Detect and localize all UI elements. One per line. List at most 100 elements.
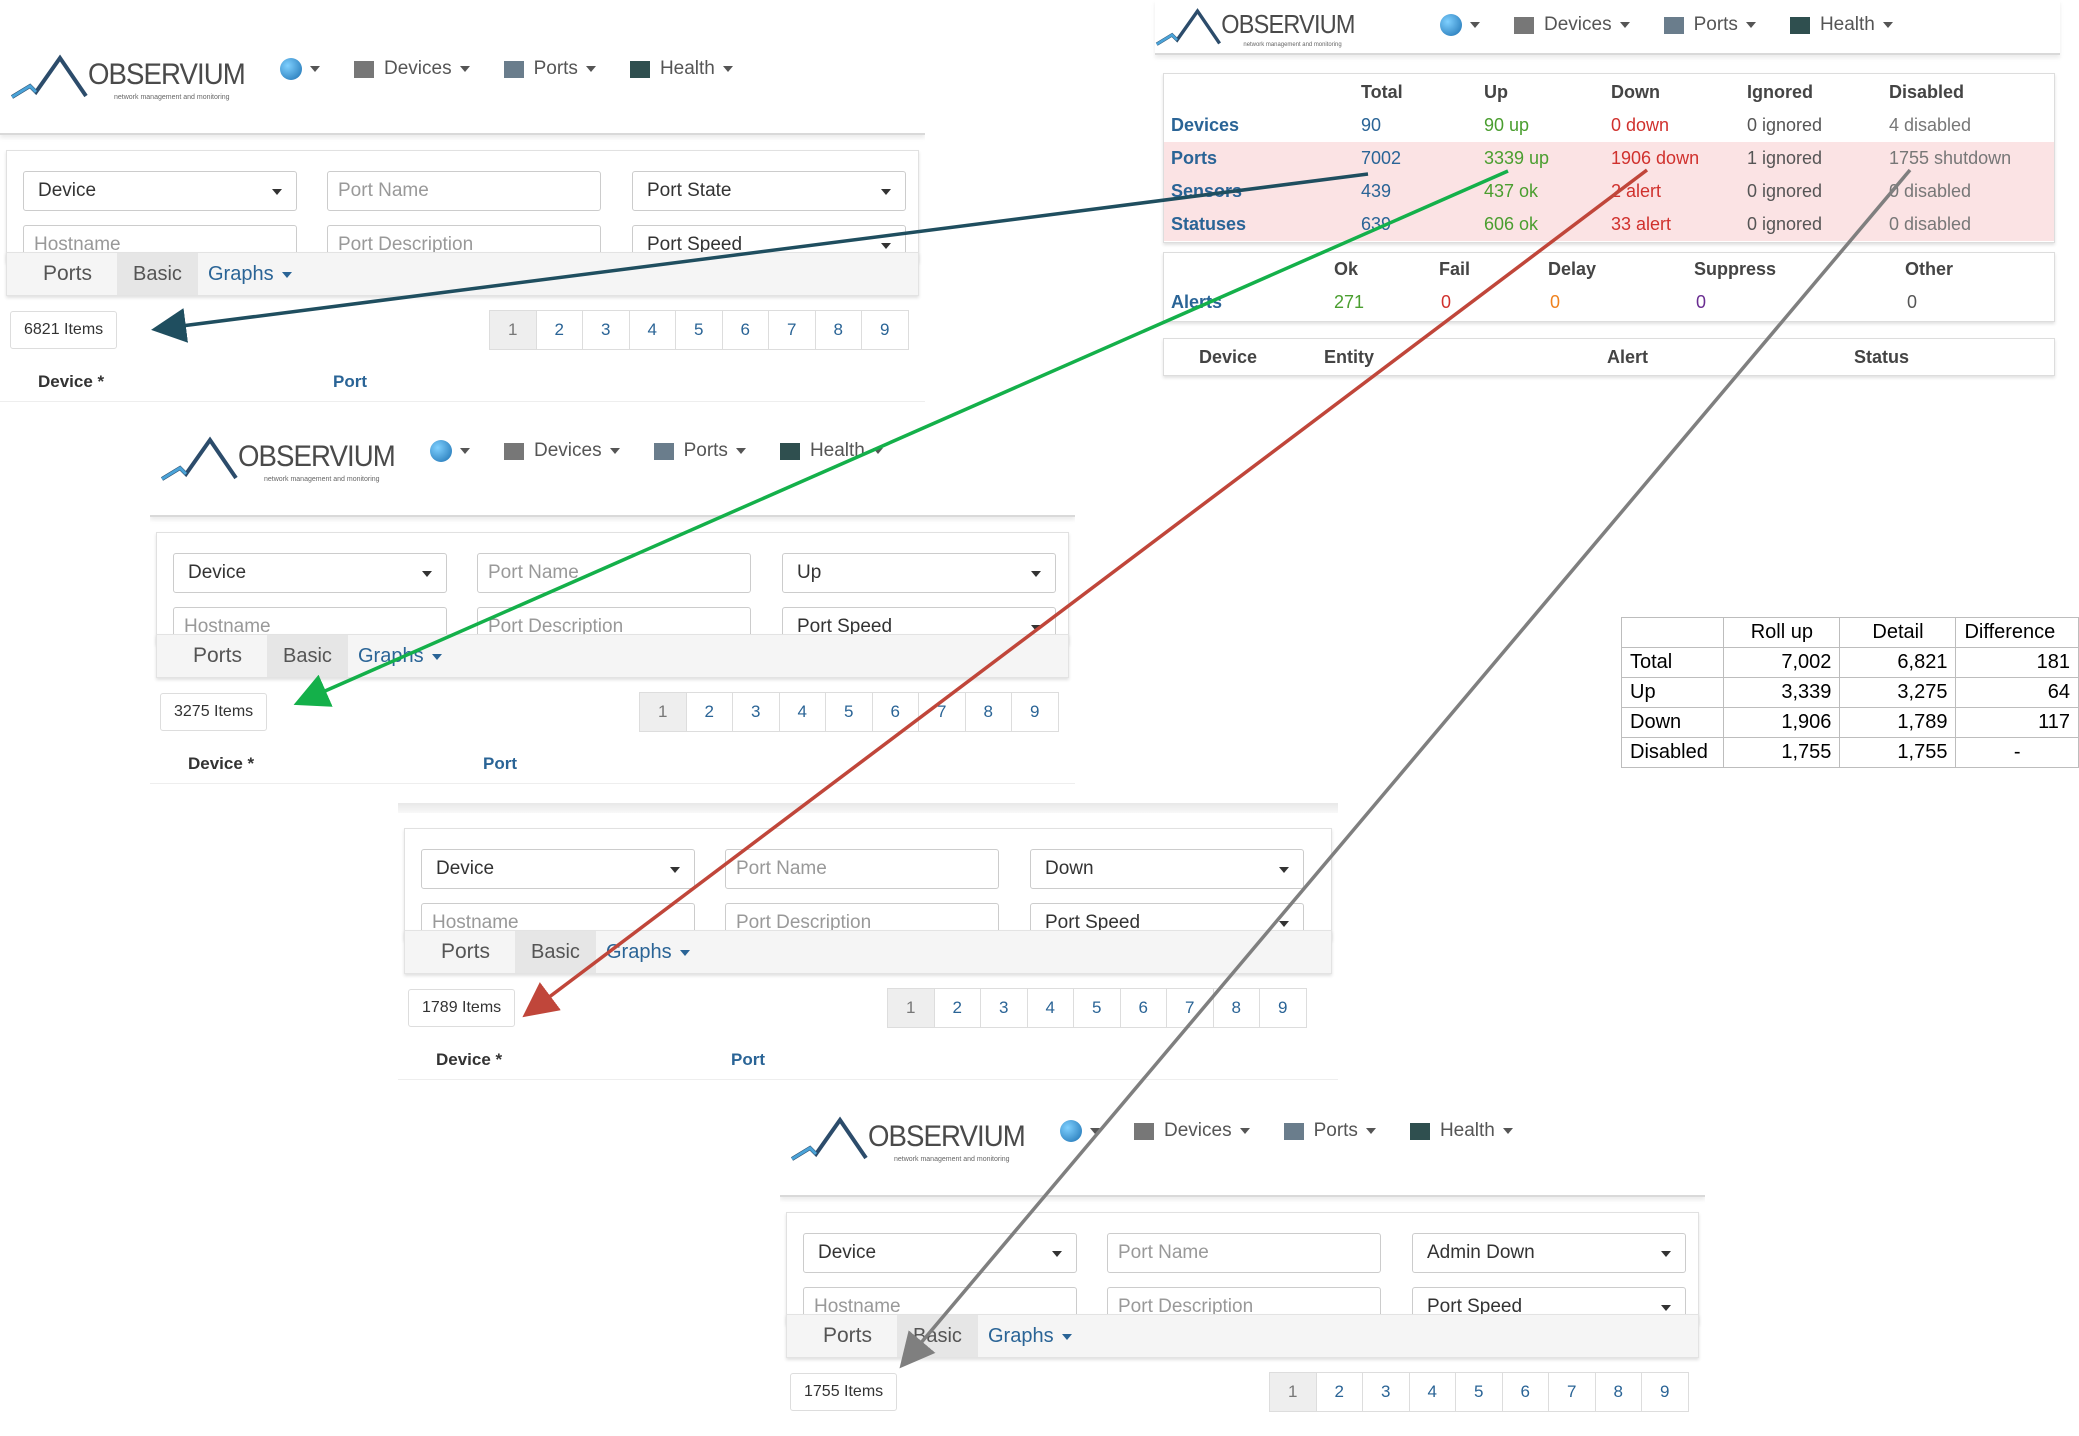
page-button[interactable]: 4 — [1026, 988, 1074, 1028]
col-device[interactable]: Device * — [38, 372, 105, 391]
nav-devices[interactable]: Devices — [1134, 1120, 1250, 1142]
device-select[interactable]: Device — [803, 1233, 1077, 1273]
tab-graphs[interactable]: Graphs — [342, 635, 458, 677]
page-button[interactable]: 8 — [1594, 1372, 1642, 1412]
page-button[interactable]: 3 — [732, 692, 780, 732]
col-port[interactable]: Port — [333, 372, 367, 391]
cmp-header-row: Roll up Detail Difference — [1620, 617, 2079, 648]
page-button[interactable]: 5 — [1073, 988, 1121, 1028]
page-button[interactable]: 2 — [933, 988, 981, 1028]
page-button[interactable]: 5 — [1455, 1372, 1503, 1412]
tab-graphs[interactable]: Graphs — [972, 1315, 1088, 1357]
port-name-input[interactable]: Port Name — [725, 849, 999, 889]
nav-ports[interactable]: Ports — [653, 440, 746, 462]
logo[interactable]: OBSERVIUM network management and monitor… — [10, 52, 260, 112]
col-device[interactable]: Device * — [818, 1434, 884, 1436]
nav-ports[interactable]: Ports — [503, 58, 596, 80]
device-select[interactable]: Device — [23, 171, 297, 211]
page-button[interactable]: 7 — [768, 310, 816, 350]
port-state-select[interactable]: Up — [782, 553, 1056, 593]
device-select[interactable]: Device — [421, 849, 695, 889]
nav-devices[interactable]: Devices — [1514, 14, 1630, 36]
page-button[interactable]: 4 — [778, 692, 826, 732]
device-select[interactable]: Device — [173, 553, 447, 593]
tab-ports[interactable]: Ports — [177, 635, 258, 677]
logo[interactable]: OBSERVIUM network management and monitor… — [160, 434, 410, 494]
nav-globe-menu[interactable] — [1440, 14, 1480, 36]
page-button[interactable]: 6 — [1501, 1372, 1549, 1412]
page-button[interactable]: 1 — [887, 988, 935, 1028]
page-button[interactable]: 7 — [918, 692, 966, 732]
tab-ports[interactable]: Ports — [807, 1315, 888, 1357]
tab-graphs[interactable]: Graphs — [590, 931, 706, 973]
page-button[interactable]: 8 — [964, 692, 1012, 732]
page-button[interactable]: 2 — [685, 692, 733, 732]
page-button[interactable]: 3 — [980, 988, 1028, 1028]
page-button[interactable]: 3 — [1362, 1372, 1410, 1412]
col-port[interactable]: Port — [1113, 1434, 1147, 1436]
page-button[interactable]: 2 — [535, 310, 583, 350]
cmp-cell: 64 — [1955, 677, 2079, 708]
page-button[interactable]: 1 — [1269, 1372, 1317, 1412]
nav-health[interactable]: Health — [629, 58, 733, 80]
port-state-select[interactable]: Port State — [632, 171, 906, 211]
page-button[interactable]: 4 — [1408, 1372, 1456, 1412]
port-name-input[interactable]: Port Name — [1107, 1233, 1381, 1273]
tab-ports[interactable]: Ports — [425, 931, 506, 973]
page-button[interactable]: 2 — [1315, 1372, 1363, 1412]
page-button[interactable]: 9 — [1011, 692, 1059, 732]
logo[interactable]: OBSERVIUM network management and monitor… — [1155, 6, 1368, 57]
nav-health-label: Health — [1439, 1120, 1495, 1141]
nav-globe-menu[interactable] — [1060, 1120, 1100, 1142]
nav-globe-menu[interactable] — [280, 58, 320, 80]
page-button[interactable]: 1 — [639, 692, 687, 732]
nav-health[interactable]: Health — [1789, 14, 1893, 36]
row-label-devices[interactable]: Devices — [1171, 115, 1240, 135]
row-label-ports[interactable]: Ports — [1171, 148, 1218, 168]
page-button[interactable]: 6 — [1119, 988, 1167, 1028]
nav-ports[interactable]: Ports — [1663, 14, 1756, 36]
page-button[interactable]: 9 — [861, 310, 909, 350]
nav-ports[interactable]: Ports — [1283, 1120, 1376, 1142]
nav-devices[interactable]: Devices — [354, 58, 470, 80]
nav-devices[interactable]: Devices — [504, 440, 620, 462]
tab-basic[interactable]: Basic — [515, 931, 596, 973]
port-state-select[interactable]: Admin Down — [1412, 1233, 1686, 1273]
row-label-statuses[interactable]: Statuses — [1171, 214, 1247, 234]
page-button[interactable]: 3 — [582, 310, 630, 350]
page-button[interactable]: 9 — [1259, 988, 1307, 1028]
nav-devices-label: Devices — [1164, 1120, 1232, 1141]
devices-total: 90 — [1361, 115, 1382, 135]
page-button[interactable]: 5 — [825, 692, 873, 732]
port-name-input[interactable]: Port Name — [477, 553, 751, 593]
page-button[interactable]: 1 — [489, 310, 537, 350]
row-label-sensors[interactable]: Sensors — [1171, 181, 1243, 201]
page-button[interactable]: 6 — [721, 310, 769, 350]
page-button[interactable]: 7 — [1548, 1372, 1596, 1412]
nav-health[interactable]: Health — [779, 440, 883, 462]
tab-basic[interactable]: Basic — [897, 1315, 978, 1357]
port-name-input[interactable]: Port Name — [327, 171, 601, 211]
devices-down: 0 down — [1611, 115, 1670, 135]
page-button[interactable]: 9 — [1641, 1372, 1689, 1412]
col-port[interactable]: Port — [483, 754, 517, 773]
logo[interactable]: OBSERVIUM network management and monitor… — [790, 1114, 1040, 1174]
page-button[interactable]: 8 — [814, 310, 862, 350]
nav-globe-menu[interactable] — [430, 440, 470, 462]
col-device[interactable]: Device * — [188, 754, 255, 773]
tab-graphs[interactable]: Graphs — [192, 253, 308, 295]
page-button[interactable]: 4 — [628, 310, 676, 350]
page-button[interactable]: 7 — [1166, 988, 1214, 1028]
page-button[interactable]: 5 — [675, 310, 723, 350]
alerts-suppress: 0 — [1696, 292, 1707, 312]
tab-basic[interactable]: Basic — [117, 253, 198, 295]
page-button[interactable]: 8 — [1212, 988, 1260, 1028]
port-state-select[interactable]: Down — [1030, 849, 1304, 889]
page-button[interactable]: 6 — [871, 692, 919, 732]
row-label-alerts[interactable]: Alerts — [1171, 292, 1223, 312]
tab-basic[interactable]: Basic — [267, 635, 348, 677]
tab-ports[interactable]: Ports — [27, 253, 108, 295]
col-port[interactable]: Port — [731, 1050, 765, 1069]
nav-health[interactable]: Health — [1409, 1120, 1513, 1142]
col-device[interactable]: Device * — [436, 1050, 503, 1069]
